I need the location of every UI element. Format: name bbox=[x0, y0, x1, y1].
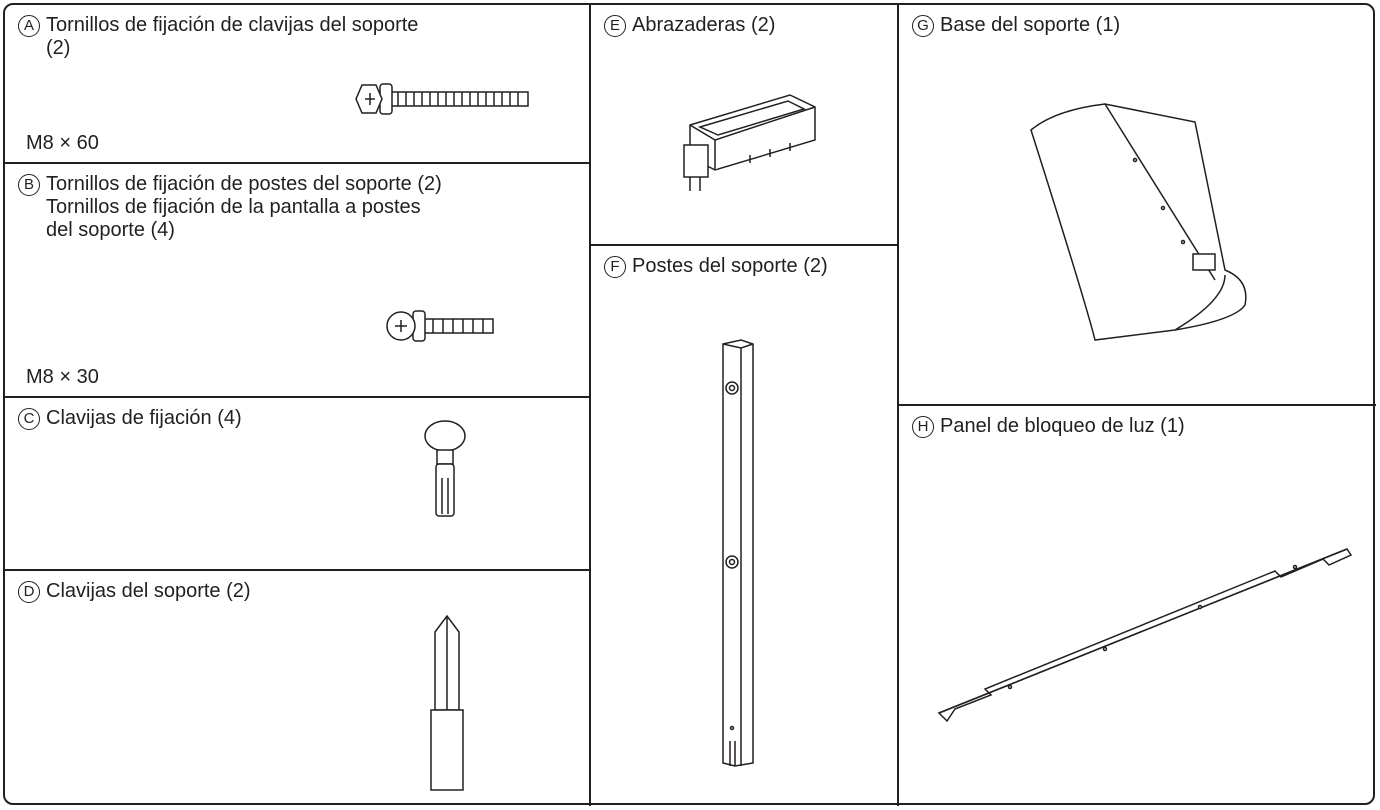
part-name: Tornillos de fijación de postes del sopo… bbox=[46, 173, 442, 195]
light-panel bbox=[937, 548, 1353, 723]
part-cell: A Tornillos de fijación de clavijas del s… bbox=[4, 4, 590, 163]
part-spec: M8 × 30 bbox=[26, 366, 99, 388]
part-spec: M8 × 60 bbox=[26, 132, 99, 154]
part-cell: H Panel de bloqueo de luz (1) bbox=[898, 405, 1376, 806]
part-heading: C Clavijas de fijación (4) bbox=[18, 407, 242, 430]
part-names: Clavijas del soporte (2) bbox=[46, 580, 251, 603]
part-letter: G bbox=[912, 15, 934, 37]
divider bbox=[4, 162, 590, 164]
part-names: Base del soporte (1) bbox=[940, 14, 1120, 37]
part-names: Abrazaderas (2) bbox=[632, 14, 775, 37]
part-heading: G Base del soporte (1) bbox=[912, 14, 1120, 37]
divider bbox=[589, 4, 591, 806]
part-name: Tornillos de fijación de la pantalla a p… bbox=[46, 196, 421, 241]
part-names: Panel de bloqueo de luz (1) bbox=[940, 415, 1185, 438]
part-letter: H bbox=[912, 416, 934, 438]
support-pin bbox=[430, 614, 464, 791]
part-heading: B Tornillos de fijación de postes del sop… bbox=[18, 173, 446, 242]
part-name: Clavijas del soporte (2) bbox=[46, 580, 251, 602]
part-heading: D Clavijas del soporte (2) bbox=[18, 580, 251, 603]
part-names: Postes del soporte (2) bbox=[632, 255, 828, 278]
divider bbox=[898, 404, 1376, 406]
part-cell: E Abrazaderas (2) bbox=[590, 4, 898, 245]
part-name: Base del soporte (1) bbox=[940, 14, 1121, 36]
part-cell: D Clavijas del soporte (2) bbox=[4, 570, 590, 806]
part-name: Clavijas de fijación (4) bbox=[46, 407, 242, 429]
part-names: Tornillos de fijación de clavijas del so… bbox=[46, 14, 446, 60]
part-name: Postes del soporte (2) bbox=[632, 255, 828, 277]
part-cell: G Base del soporte (1) bbox=[898, 4, 1376, 405]
part-name: Panel de bloqueo de luz (1) bbox=[940, 415, 1185, 437]
part-cell: F Postes del soporte (2) bbox=[590, 245, 898, 806]
divider bbox=[4, 396, 590, 398]
screw-short bbox=[386, 310, 494, 342]
part-heading: H Panel de bloqueo de luz (1) bbox=[912, 415, 1185, 438]
part-name: Tornillos de fijación de clavijas del so… bbox=[46, 14, 419, 59]
post bbox=[722, 339, 754, 767]
part-cell: B Tornillos de fijación de postes del sop… bbox=[4, 163, 590, 397]
part-heading: F Postes del soporte (2) bbox=[604, 255, 828, 278]
part-heading: E Abrazaderas (2) bbox=[604, 14, 775, 37]
divider bbox=[590, 244, 898, 246]
part-cell: C Clavijas de fijación (4) bbox=[4, 397, 590, 570]
part-heading: A Tornillos de fijación de clavijas del s… bbox=[18, 14, 446, 60]
part-names: Tornillos de fijación de postes del sopo… bbox=[46, 173, 446, 242]
pin bbox=[424, 420, 466, 517]
part-letter: C bbox=[18, 408, 40, 430]
part-letter: B bbox=[18, 174, 40, 196]
part-names: Clavijas de fijación (4) bbox=[46, 407, 242, 430]
part-name: Abrazaderas (2) bbox=[632, 14, 776, 36]
stand-base bbox=[1030, 103, 1247, 341]
screw-long bbox=[355, 83, 529, 115]
divider bbox=[4, 569, 590, 571]
part-letter: E bbox=[604, 15, 626, 37]
clamp bbox=[683, 94, 816, 191]
part-letter: A bbox=[18, 15, 40, 37]
part-letter: F bbox=[604, 256, 626, 278]
part-letter: D bbox=[18, 581, 40, 603]
